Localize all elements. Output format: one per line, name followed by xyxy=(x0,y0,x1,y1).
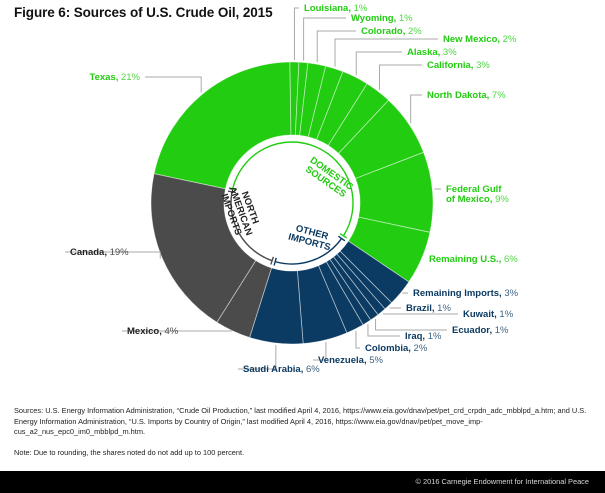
slice-label: Alaska, 3% xyxy=(407,47,457,58)
slice-label: Remaining Imports, 3% xyxy=(413,288,519,299)
leader-line xyxy=(355,330,360,349)
group-bracket-tick xyxy=(337,235,346,242)
slice-label: Saudi Arabia, 6% xyxy=(243,364,320,375)
slice-label: Brazil, 1% xyxy=(406,303,451,314)
center-disc xyxy=(224,135,360,271)
slice-label: Ecuador, 1% xyxy=(452,325,509,336)
leader-line xyxy=(316,30,356,63)
slice-label: Federal Gulf of Mexico, 9% xyxy=(446,184,509,205)
slice-label: North Dakota, 7% xyxy=(427,90,506,101)
leader-line xyxy=(293,7,299,61)
leader-line xyxy=(65,251,161,259)
slice-label: Iraq, 1% xyxy=(405,331,442,342)
slice-label: Colorado, 2% xyxy=(361,26,422,37)
group-bracket-tick xyxy=(270,256,275,265)
leader-line xyxy=(378,64,422,90)
slice-label: Canada, 19% xyxy=(70,247,129,258)
slice-label: Mexico, 4% xyxy=(127,326,179,337)
slice-label: Kuwait, 1% xyxy=(463,309,514,320)
center-group-labels: DOMESTICSOURCESOTHERIMPORTSNORTHAMERICAN… xyxy=(218,135,360,271)
slice-label: Texas, 21% xyxy=(89,72,140,83)
slice-label: Colombia, 2% xyxy=(365,343,428,354)
group-bracket-tick xyxy=(227,190,237,194)
slice-label: Remaining U.S., 6% xyxy=(429,254,518,265)
leader-line xyxy=(313,341,327,361)
group-bracket-tick xyxy=(339,233,348,239)
leader-line xyxy=(238,345,277,370)
slice-label: Louisiana, 1% xyxy=(304,3,368,14)
leader-line xyxy=(355,51,402,76)
group-bracket-tick xyxy=(228,187,237,191)
leader-line xyxy=(334,38,438,67)
rounding-note: Note: Due to rounding, the shares noted … xyxy=(14,448,245,457)
leader-lines-layer xyxy=(65,7,458,370)
slice-label: Wyoming, 1% xyxy=(351,13,413,24)
slice-labels-layer: Texas, 21% Louisiana, 1%Wyoming, 1% Colora… xyxy=(70,3,519,375)
group-bracket-tick xyxy=(273,257,277,266)
group-bracket-arc xyxy=(230,191,273,262)
chart-title: Figure 6: Sources of U.S. Crude Oil, 201… xyxy=(14,5,273,20)
leader-line xyxy=(303,17,346,61)
donut-chart: Texas, 21% Louisiana, 1%Wyoming, 1% Colora… xyxy=(65,3,519,375)
leader-line xyxy=(410,94,422,124)
group-bracket-arc xyxy=(232,141,354,237)
footer-bar: © 2016 Carnegie Endowment for Internatio… xyxy=(0,471,605,493)
sources-text: Sources: U.S. Energy Information Adminis… xyxy=(14,406,587,436)
slice-label: California, 3% xyxy=(427,60,490,71)
slice-label: Venezuela, 5% xyxy=(318,355,384,366)
leader-line xyxy=(375,319,447,331)
leader-line xyxy=(367,324,400,337)
slice-label: New Mexico, 2% xyxy=(443,34,517,45)
group-bracket-arc xyxy=(274,238,343,265)
copyright-text: © 2016 Carnegie Endowment for Internatio… xyxy=(415,477,590,486)
slices-layer xyxy=(150,61,434,345)
leader-line xyxy=(145,76,202,93)
